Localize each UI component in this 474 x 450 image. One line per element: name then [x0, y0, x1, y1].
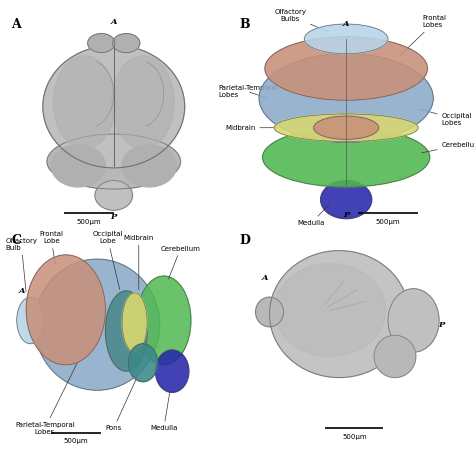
- Text: 500μm: 500μm: [376, 219, 400, 225]
- Text: 500μm: 500μm: [342, 434, 366, 440]
- Ellipse shape: [112, 56, 174, 149]
- Text: Medulla: Medulla: [298, 205, 329, 226]
- Ellipse shape: [374, 335, 416, 378]
- Text: P: P: [188, 342, 194, 350]
- Text: Frontal
Lobes: Frontal Lobes: [401, 15, 447, 55]
- Text: Cerebellum: Cerebellum: [422, 142, 474, 153]
- Text: Olfactory
Bulbs: Olfactory Bulbs: [274, 9, 328, 32]
- Text: A: A: [19, 287, 25, 295]
- Ellipse shape: [17, 297, 44, 344]
- Ellipse shape: [128, 344, 157, 382]
- Ellipse shape: [270, 251, 409, 378]
- Ellipse shape: [388, 289, 439, 352]
- Text: A: A: [110, 18, 117, 26]
- Text: Midbrain: Midbrain: [124, 235, 154, 289]
- Text: Occipital
Lobe: Occipital Lobe: [92, 231, 123, 289]
- Ellipse shape: [137, 276, 191, 365]
- Ellipse shape: [263, 128, 430, 187]
- Text: Olfactory
Bulb: Olfactory Bulb: [5, 238, 37, 292]
- Text: B: B: [239, 18, 250, 31]
- Text: Parietal-Temporal
Lobes: Parietal-Temporal Lobes: [219, 85, 278, 98]
- Ellipse shape: [255, 297, 283, 327]
- Ellipse shape: [53, 56, 116, 149]
- Text: P: P: [438, 321, 445, 329]
- Text: A: A: [262, 274, 268, 282]
- Text: Medulla: Medulla: [150, 392, 177, 431]
- Ellipse shape: [122, 293, 147, 352]
- Ellipse shape: [265, 37, 428, 100]
- Text: Pons: Pons: [106, 374, 138, 431]
- Ellipse shape: [43, 45, 185, 168]
- Ellipse shape: [26, 255, 105, 365]
- Text: 500μm: 500μm: [64, 438, 89, 444]
- Text: Cerebellum: Cerebellum: [161, 246, 201, 279]
- Text: D: D: [239, 234, 250, 247]
- Text: C: C: [11, 234, 21, 247]
- Ellipse shape: [122, 144, 176, 187]
- Ellipse shape: [47, 134, 181, 189]
- Ellipse shape: [95, 180, 133, 210]
- Ellipse shape: [274, 263, 386, 356]
- Text: P: P: [343, 211, 349, 219]
- Text: Frontal
Lobe: Frontal Lobe: [39, 231, 63, 264]
- Text: A: A: [343, 20, 349, 28]
- Ellipse shape: [274, 114, 418, 141]
- Text: Midbrain: Midbrain: [226, 125, 277, 130]
- Ellipse shape: [51, 144, 105, 187]
- Ellipse shape: [113, 34, 140, 53]
- Ellipse shape: [155, 350, 189, 392]
- Text: Occipital
Lobes: Occipital Lobes: [419, 109, 472, 126]
- Ellipse shape: [320, 180, 372, 219]
- Text: A: A: [11, 18, 21, 31]
- Ellipse shape: [35, 259, 160, 390]
- Ellipse shape: [105, 291, 147, 371]
- Ellipse shape: [314, 116, 379, 140]
- Ellipse shape: [304, 24, 388, 54]
- Text: 500μm: 500μm: [76, 219, 101, 225]
- Ellipse shape: [259, 54, 433, 143]
- Text: P: P: [110, 212, 117, 220]
- Ellipse shape: [88, 34, 115, 53]
- Text: Parietal-Temporal
Lobes: Parietal-Temporal Lobes: [15, 362, 78, 435]
